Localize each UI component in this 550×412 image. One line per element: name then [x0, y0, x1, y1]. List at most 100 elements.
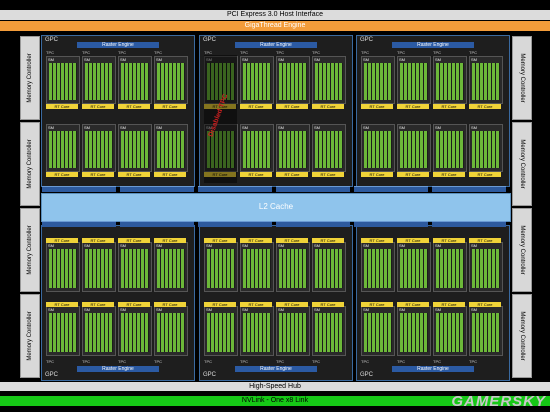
sm-cores	[279, 313, 307, 352]
sm-label: SM	[48, 125, 54, 130]
sm-cores	[121, 63, 149, 100]
sm-cores	[279, 131, 307, 168]
memory-controller-label: Memory Controller	[27, 139, 33, 189]
rt-core: RT Core	[276, 172, 308, 177]
sm-block: SM	[82, 124, 116, 172]
sm-block: SM	[240, 306, 274, 356]
rt-core: RT Core	[469, 104, 501, 109]
sm-cores	[207, 63, 235, 100]
sm-cores	[400, 63, 428, 100]
sm-label: SM	[435, 243, 441, 248]
crossbar-segment	[432, 186, 506, 192]
sm-label: SM	[363, 307, 369, 312]
sm-label: SM	[120, 57, 126, 62]
rt-core: RT Core	[397, 302, 429, 307]
sm-cores	[121, 249, 149, 288]
sm-block: SM	[312, 124, 346, 172]
sm-block: SM	[397, 306, 431, 356]
rt-core: RT Core	[361, 172, 393, 177]
sm-block: SM	[118, 124, 152, 172]
rt-core: RT Core	[204, 238, 236, 243]
sm-block: SM	[312, 242, 346, 292]
sm-cores	[85, 131, 113, 168]
sm-block: SM	[433, 306, 467, 356]
tpc-label: TPC	[46, 359, 54, 364]
sm-cores	[157, 131, 185, 168]
l2-cache: L2 Cache	[41, 193, 511, 222]
rt-core: RT Core	[82, 172, 114, 177]
sm-cores	[157, 63, 185, 100]
sm-cores	[400, 249, 428, 288]
memory-controller-right: Memory Controller	[512, 36, 532, 120]
sm-block: SM	[433, 242, 467, 292]
rt-core: RT Core	[276, 104, 308, 109]
tpc-label: TPC	[204, 359, 212, 364]
sm-cores	[49, 249, 77, 288]
crossbar-segment	[276, 221, 350, 227]
tpc-label: TPC	[433, 359, 441, 364]
rt-core: RT Core	[82, 302, 114, 307]
rt-core: RT Core	[276, 302, 308, 307]
sm-label: SM	[399, 243, 405, 248]
raster-engine: Raster Engine	[392, 42, 474, 48]
sm-label: SM	[435, 125, 441, 130]
sm-cores	[157, 249, 185, 288]
sm-label: SM	[471, 125, 477, 130]
sm-cores	[315, 131, 343, 168]
sm-label: SM	[120, 243, 126, 248]
sm-cores	[207, 249, 235, 288]
rt-core: RT Core	[118, 238, 150, 243]
rt-core: RT Core	[361, 302, 393, 307]
l2-cache-label: L2 Cache	[258, 202, 294, 211]
memory-controller-label: Memory Controller	[519, 139, 525, 189]
tpc-label: TPC	[312, 50, 320, 55]
rt-core: RT Core	[397, 238, 429, 243]
crossbar-segment	[42, 221, 116, 227]
rt-core: RT Core	[118, 104, 150, 109]
rt-core: RT Core	[204, 172, 236, 177]
disabled-tpc-overlay	[204, 55, 237, 183]
crossbar-segment	[120, 221, 194, 227]
sm-cores	[364, 249, 392, 288]
sm-block: SM	[397, 56, 431, 104]
gpc-label: GPC	[360, 37, 374, 43]
sm-cores	[315, 63, 343, 100]
sm-label: SM	[314, 125, 320, 130]
sm-cores	[472, 249, 500, 288]
crossbar-segment	[432, 221, 506, 227]
raster-engine: Raster Engine	[77, 366, 159, 372]
sm-label: SM	[399, 307, 405, 312]
memory-controller-left: Memory Controller	[20, 122, 40, 206]
sm-label: SM	[120, 125, 126, 130]
sm-block: SM	[469, 242, 503, 292]
crossbar-segment	[42, 186, 116, 192]
sm-block: SM	[276, 56, 310, 104]
gpc-label: GPC	[203, 37, 217, 43]
sm-block: SM	[469, 306, 503, 356]
sm-label: SM	[242, 243, 248, 248]
gpc-label: GPC	[45, 372, 59, 378]
gigathread-engine-bar: GigaThread Engine	[0, 21, 550, 31]
sm-block: SM	[82, 242, 116, 292]
sm-cores	[243, 249, 271, 288]
rt-core: RT Core	[46, 104, 78, 109]
rt-core: RT Core	[361, 238, 393, 243]
sm-block: SM	[361, 124, 395, 172]
sm-cores	[436, 313, 464, 352]
crossbar-segment	[354, 221, 428, 227]
rt-core: RT Core	[46, 238, 78, 243]
sm-cores	[49, 131, 77, 168]
sm-block: SM	[154, 242, 188, 292]
sm-block: SM	[433, 56, 467, 104]
sm-label: SM	[84, 243, 90, 248]
raster-engine: Raster Engine	[235, 366, 317, 372]
tpc-label: TPC	[433, 50, 441, 55]
sm-cores	[472, 63, 500, 100]
memory-controller-label: Memory Controller	[519, 225, 525, 275]
rt-core: RT Core	[154, 172, 186, 177]
crossbar-segment	[354, 186, 428, 192]
sm-cores	[279, 63, 307, 100]
sm-block: SM	[361, 242, 395, 292]
rt-core: RT Core	[154, 104, 186, 109]
gpc-label: GPC	[45, 37, 59, 43]
